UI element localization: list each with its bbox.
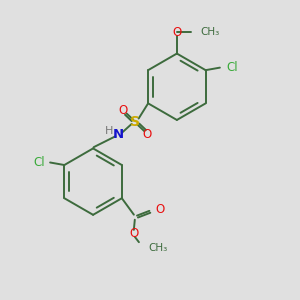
Text: CH₃: CH₃	[201, 27, 220, 37]
Text: Cl: Cl	[33, 156, 45, 169]
Text: CH₃: CH₃	[148, 243, 168, 253]
Text: N: N	[112, 128, 124, 141]
Text: O: O	[172, 26, 182, 39]
Text: H: H	[105, 126, 113, 136]
Text: O: O	[143, 128, 152, 141]
Text: O: O	[155, 203, 164, 216]
Text: O: O	[119, 104, 128, 117]
Text: S: S	[130, 115, 140, 129]
Text: O: O	[129, 227, 138, 240]
Text: Cl: Cl	[226, 61, 238, 74]
